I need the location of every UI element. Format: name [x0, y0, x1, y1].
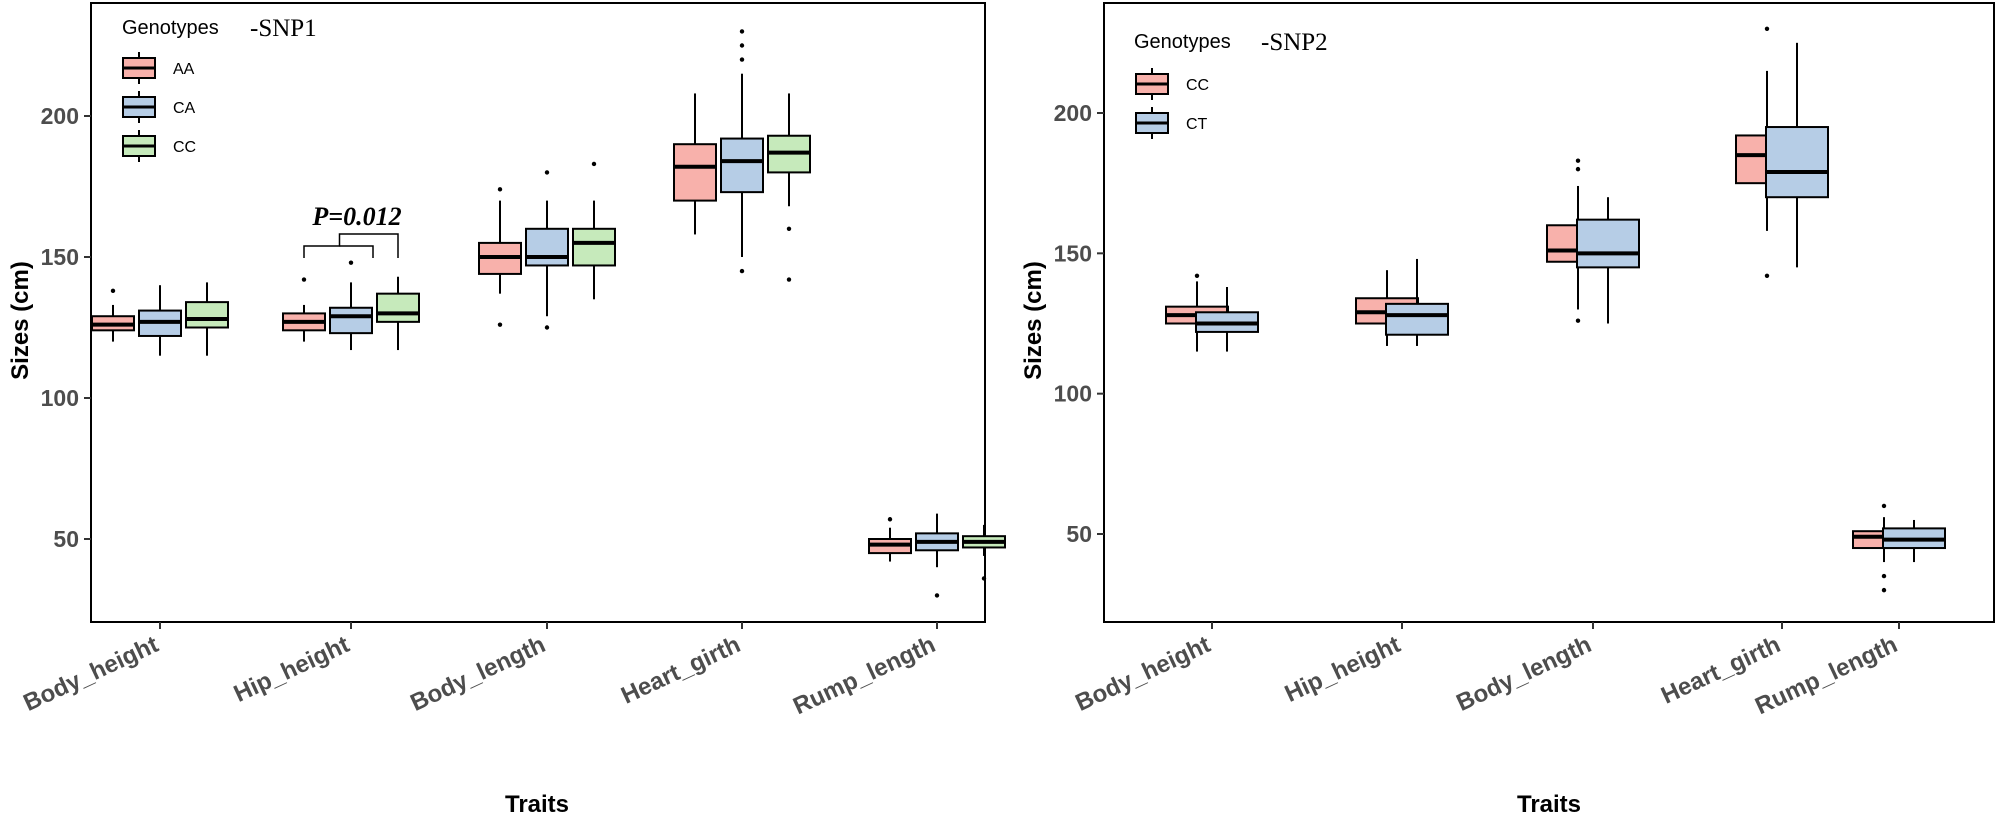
box-cc-body_height	[185, 282, 229, 356]
box-ca-heart_girth	[720, 29, 764, 274]
box-iqr	[1765, 126, 1829, 199]
legend-title: Genotypes	[122, 17, 219, 39]
plot-frame	[90, 2, 986, 623]
legend-key-ca: CA	[122, 91, 196, 123]
box-ct-hip_height	[1385, 258, 1449, 346]
outlier-point	[1575, 158, 1581, 163]
outlier-point	[786, 226, 792, 231]
legend-snp-label: -SNP1	[250, 15, 317, 42]
box-aa-heart_girth	[673, 93, 717, 235]
x-tick-label: Body_height	[1071, 631, 1214, 717]
legend-label: AA	[173, 61, 195, 78]
x-tick-label: Body_length	[1452, 631, 1595, 717]
outlier-point	[110, 288, 116, 294]
box-aa-rump_length	[868, 517, 912, 562]
outlier-point	[739, 57, 745, 62]
box-iqr	[329, 306, 373, 335]
plot-frame	[1103, 2, 1995, 623]
box-ca-body_length	[525, 170, 569, 330]
box-iqr	[572, 227, 616, 267]
x-tick-label: Body_length	[406, 631, 549, 717]
outlier-point	[1764, 26, 1770, 31]
x-tick-label: Hip_height	[1281, 631, 1405, 708]
legend-title: Genotypes	[1134, 31, 1231, 53]
y-tick-label: 150	[41, 244, 79, 270]
legend-key-ct: CT	[1135, 107, 1208, 139]
outlier-point	[1764, 273, 1770, 278]
x-axis-title: Traits	[1517, 791, 1581, 814]
legend-label: CC	[1186, 77, 1209, 94]
legend-label: CT	[1186, 116, 1208, 133]
box-ct-heart_girth	[1765, 42, 1829, 268]
y-tick-label: 200	[1054, 100, 1092, 126]
box-iqr	[376, 292, 420, 323]
box-iqr	[1385, 302, 1449, 336]
p-value-label: P=0.012	[311, 202, 401, 231]
box-cc-heart_girth	[767, 93, 811, 282]
outlier-point	[591, 161, 597, 167]
x-tick-label: Hip_height	[230, 631, 354, 708]
significance-annotation: P=0.012	[303, 202, 402, 258]
panel-snp1: 50 100 150 200 Sizes (cm) Body_height Hip_heig…	[7, 2, 1006, 814]
y-tick-label: 100	[41, 385, 79, 411]
outlier-point	[786, 277, 792, 282]
y-tick-label: 200	[41, 103, 79, 129]
outlier-point	[1575, 318, 1581, 323]
outlier-point	[497, 187, 503, 192]
box-iqr	[525, 227, 569, 267]
box-aa-body_length	[478, 187, 522, 327]
y-tick-label: 150	[1054, 240, 1092, 266]
outlier-point	[739, 268, 745, 274]
box-ct-body_length	[1576, 197, 1640, 324]
legend-key-cc: CC	[122, 130, 196, 162]
significance-bracket	[303, 233, 399, 258]
outlier-point	[544, 325, 550, 330]
y-tick-label: 50	[53, 526, 79, 552]
box-iqr	[673, 143, 717, 202]
y-tick-label: 100	[1054, 381, 1092, 407]
outlier-point	[301, 277, 307, 282]
legend-key-cc: CC	[1135, 68, 1209, 100]
box-aa-hip_height	[282, 277, 326, 342]
outlier-point	[934, 593, 940, 598]
box-iqr	[720, 137, 764, 194]
box-cc-body_length	[572, 161, 616, 300]
box-aa-body_height	[91, 288, 135, 342]
outlier-point	[887, 517, 893, 522]
legend-label: CC	[173, 139, 196, 156]
box-iqr	[1576, 218, 1640, 269]
outlier-point	[1575, 166, 1581, 172]
box-iqr	[185, 301, 229, 329]
y-axis-title: Sizes (cm)	[1020, 261, 1047, 380]
box-cc-rump_length	[962, 524, 1006, 581]
outlier-point	[1194, 273, 1200, 278]
y-tick-label: 50	[1066, 521, 1092, 547]
outlier-point	[1881, 587, 1887, 593]
box-ca-rump_length	[915, 513, 959, 598]
outlier-point	[348, 260, 354, 265]
box-ct-body_height	[1195, 287, 1259, 352]
x-tick-label: Heart_girth	[617, 631, 744, 710]
panel-snp2: 50 100 150 200 Sizes (cm) Body_height Hip_heig…	[1020, 2, 1995, 814]
legend-key-aa: AA	[122, 52, 195, 84]
box-cc-hip_height	[376, 276, 420, 351]
outlier-point	[497, 322, 503, 327]
outlier-point	[1881, 503, 1887, 509]
box-ct-rump_length	[1882, 519, 1946, 563]
box-ca-hip_height	[329, 260, 373, 351]
outlier-point	[544, 170, 550, 175]
significance-bracket-inner	[339, 245, 374, 258]
x-axis-title: Traits	[505, 791, 569, 814]
x-tick-label: Body_height	[19, 631, 162, 717]
legend-label: CA	[173, 100, 196, 117]
box-ca-body_height	[138, 285, 182, 356]
x-tick-label: Rump_length	[789, 631, 939, 720]
outlier-point	[981, 576, 987, 581]
outlier-point	[739, 29, 745, 34]
legend-snp-label: -SNP2	[1261, 29, 1328, 56]
outlier-point	[739, 43, 745, 48]
y-axis-title: Sizes (cm)	[7, 261, 34, 380]
outlier-point	[1881, 573, 1887, 579]
